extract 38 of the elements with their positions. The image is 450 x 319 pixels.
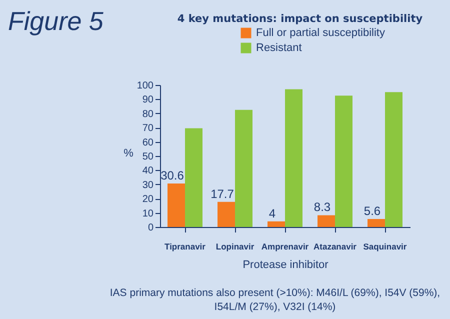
bar (185, 128, 202, 227)
y-axis-title: % (124, 148, 134, 160)
bar (268, 221, 285, 227)
chart-title: 4 key mutations: impact on susceptibility (176, 13, 424, 25)
y-tick-label: 90 (142, 94, 154, 106)
text: IAS primary mutations also present (>10%): M46I/L (69%), I54V (59%), I54L/M (27%), V32I (14%) (108, 286, 442, 314)
bar (168, 184, 185, 227)
y-tick-label: 10 (142, 208, 154, 220)
y-tick-label: 50 (142, 152, 154, 162)
x-tick-label: Tipranavir (164, 242, 206, 252)
bar (218, 202, 235, 227)
y-tick-label: 100 (136, 80, 154, 92)
y-tick-label: 70 (142, 123, 154, 134)
bar (335, 96, 352, 227)
y-tick-label: 20 (142, 194, 154, 206)
bar (318, 215, 335, 227)
bar (235, 110, 252, 227)
x-axis-title: Protease inhibitor (242, 259, 329, 271)
x-tick-label: Saquinavir (363, 242, 408, 252)
data-label: 8.3 (314, 200, 331, 214)
y-tick-label: 40 (142, 166, 154, 177)
caption: Figure 5 (8, 6, 104, 37)
x-tick-label: Lopinavir (216, 242, 255, 252)
legend-label: Full or partial susceptibility (256, 27, 386, 39)
data-label: 30.6 (160, 168, 184, 183)
data-label: 5.6 (364, 204, 381, 218)
x-tick-label: Amprenavir (261, 242, 310, 252)
bar (285, 89, 302, 227)
bar (368, 219, 385, 227)
y-tick-label: 0 (148, 222, 154, 234)
x-tick-label: Atazanavir (314, 242, 358, 252)
legend-label: Resistant (256, 42, 302, 54)
data-label: 17.7 (210, 186, 234, 201)
y-tick-label: 60 (142, 137, 154, 148)
data-label: 4 (268, 206, 276, 220)
y-tick-label: 80 (142, 108, 154, 120)
bar (385, 92, 402, 227)
y-tick-label: 30 (142, 180, 154, 191)
